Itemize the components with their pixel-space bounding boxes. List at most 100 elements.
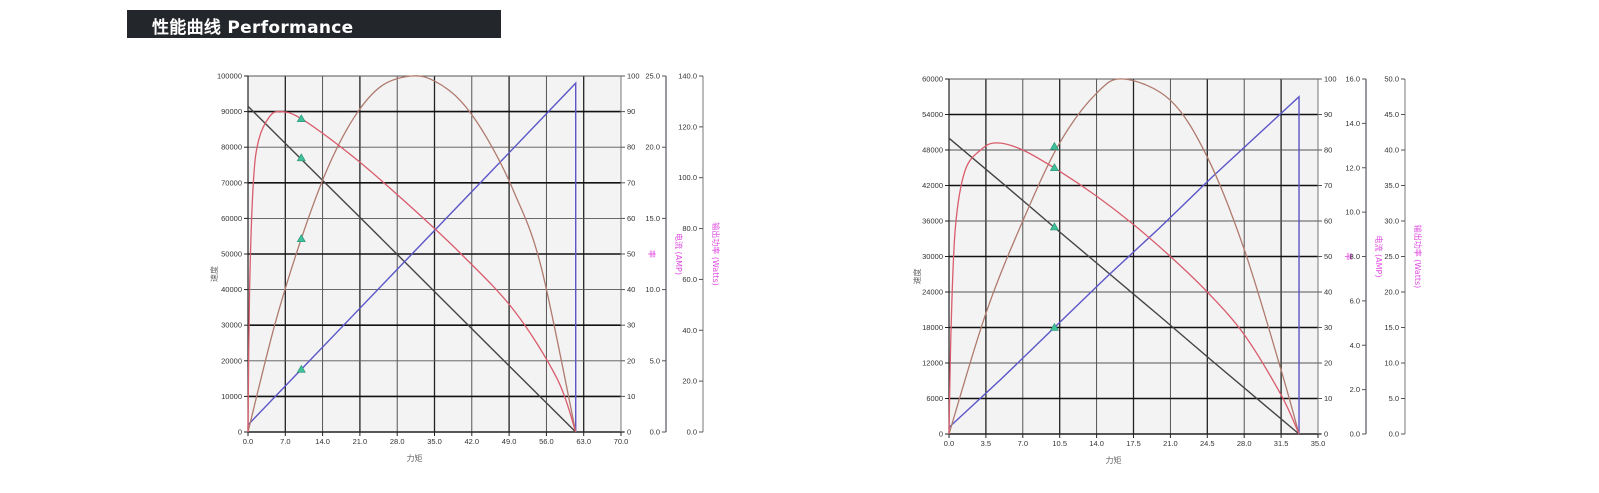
speed-curve	[948, 137, 1300, 435]
y-tick-label: 48000	[922, 146, 943, 155]
x-tick-label: 56.0	[539, 437, 554, 446]
svg-text:0: 0	[627, 428, 631, 437]
x-tick-label: 49.0	[502, 437, 517, 446]
x-tick-label: 17.5	[1126, 439, 1141, 448]
svg-text:40.0: 40.0	[682, 326, 697, 335]
svg-text:20: 20	[627, 356, 635, 365]
x-tick-label: 14.0	[315, 437, 330, 446]
y-tick-label: 36000	[922, 217, 943, 226]
current-axis: 0.0 5.0 10.0 15.0 20.0 25.0 电流 (AMP)	[645, 72, 684, 437]
svg-text:60.0: 60.0	[682, 275, 697, 284]
secondary-axis-label: 率	[1344, 253, 1354, 261]
svg-text:20.0: 20.0	[645, 143, 660, 152]
svg-text:50: 50	[1324, 252, 1332, 261]
svg-text:5.0: 5.0	[1389, 394, 1399, 403]
svg-text:70: 70	[627, 178, 635, 187]
efficiency-axis: 0 10 20 30 40 50 60 70 80 90 100 率	[1317, 75, 1354, 439]
plot-area	[247, 75, 624, 433]
svg-text:14.0: 14.0	[1345, 119, 1360, 128]
y-tick-label: 20000	[221, 356, 242, 365]
current-axis: 0.0 2.0 4.0 6.0 8.0 10.0 12.0 14.0 16.0 电流 (AMP)	[1345, 75, 1384, 439]
y-tick-label: 0	[939, 430, 943, 439]
operating-point-marker	[296, 364, 306, 373]
svg-text:140.0: 140.0	[678, 72, 697, 81]
x-tick-label: 21.0	[1163, 439, 1178, 448]
x-tick-label: 14.0	[1089, 439, 1104, 448]
svg-text:20.0: 20.0	[1384, 288, 1399, 297]
svg-text:50: 50	[627, 250, 635, 259]
svg-text:80.0: 80.0	[682, 224, 697, 233]
secondary-axis-label: 电流 (AMP)	[674, 233, 684, 275]
svg-text:25.0: 25.0	[1384, 252, 1399, 261]
svg-text:60: 60	[627, 214, 635, 223]
x-tick-label: 10.5	[1052, 439, 1067, 448]
svg-text:20.0: 20.0	[682, 377, 697, 386]
x-tick-label: 7.0	[280, 437, 290, 446]
svg-text:10: 10	[627, 392, 635, 401]
secondary-axis-label: 输出功率 (Watts)	[711, 222, 721, 286]
svg-text:15.0: 15.0	[1384, 323, 1399, 332]
svg-text:8.0: 8.0	[1350, 252, 1360, 261]
x-tick-label: 21.0	[353, 437, 368, 446]
svg-text:100.0: 100.0	[678, 173, 697, 182]
secondary-axis-label: 率	[647, 250, 657, 258]
y-tick-label: 18000	[922, 323, 943, 332]
svg-text:30.0: 30.0	[1384, 217, 1399, 226]
y-tick-label: 100000	[217, 72, 242, 81]
efficiency-axis: 0 10 20 30 40 50 60 70 80 90 100 率	[620, 72, 657, 437]
x-tick-label: 3.5	[981, 439, 991, 448]
operating-point-marker	[296, 234, 306, 243]
y-tick-label: 0	[238, 428, 242, 437]
y-axis-label: 速度	[209, 266, 219, 282]
svg-text:10.0: 10.0	[645, 285, 660, 294]
svg-text:30: 30	[1324, 323, 1332, 332]
svg-text:0.0: 0.0	[1389, 430, 1399, 439]
x-tick-label: 35.0	[427, 437, 442, 446]
svg-text:6.0: 6.0	[1350, 296, 1360, 305]
y-axis-label: 速度	[912, 269, 922, 285]
operating-point-marker	[1049, 322, 1059, 331]
svg-text:20: 20	[1324, 359, 1332, 368]
y-tick-label: 12000	[922, 359, 943, 368]
x-axis-label: 力矩	[407, 453, 423, 463]
y-tick-label: 70000	[221, 178, 242, 187]
svg-text:0: 0	[1324, 430, 1328, 439]
svg-text:40.0: 40.0	[1384, 146, 1399, 155]
y-tick-label: 90000	[221, 107, 242, 116]
performance-chart-left: 0100002000030000400005000060000700008000…	[209, 72, 721, 464]
y-tick-label: 40000	[221, 285, 242, 294]
y-tick-label: 24000	[922, 288, 943, 297]
operating-point-marker	[296, 153, 306, 162]
svg-text:40: 40	[627, 285, 635, 294]
y-tick-label: 10000	[221, 392, 242, 401]
x-tick-label: 0.0	[944, 439, 954, 448]
output-power-curve	[948, 78, 1300, 435]
svg-text:5.0: 5.0	[650, 356, 660, 365]
x-tick-label: 63.0	[576, 437, 591, 446]
y-tick-label: 42000	[922, 181, 943, 190]
y-tick-label: 30000	[922, 252, 943, 261]
secondary-axis-label: 输出功率 (Watts)	[1413, 225, 1423, 289]
svg-text:10.0: 10.0	[1384, 359, 1399, 368]
y-tick-label: 60000	[922, 75, 943, 84]
power-axis: 0.0 5.0 10.0 15.0 20.0 25.0 30.0 35.0 40.0 45.0 50…	[1384, 75, 1423, 439]
operating-point-marker	[1049, 163, 1059, 172]
svg-text:100: 100	[1324, 75, 1337, 84]
y-tick-label: 80000	[221, 143, 242, 152]
svg-text:25.0: 25.0	[645, 72, 660, 81]
plot-area	[948, 78, 1321, 435]
svg-text:60: 60	[1324, 217, 1332, 226]
svg-text:100: 100	[627, 72, 640, 81]
secondary-axis-label: 电流 (AMP)	[1374, 236, 1384, 278]
svg-text:10: 10	[1324, 394, 1332, 403]
svg-text:16.0: 16.0	[1345, 75, 1360, 84]
svg-text:12.0: 12.0	[1345, 163, 1360, 172]
section-title: 性能曲线 Performance	[152, 18, 354, 38]
svg-text:70: 70	[1324, 181, 1332, 190]
svg-text:10.0: 10.0	[1345, 208, 1360, 217]
svg-text:0.0: 0.0	[1350, 430, 1360, 439]
operating-point-marker	[296, 114, 306, 123]
y-tick-label: 30000	[221, 321, 242, 330]
svg-text:4.0: 4.0	[1350, 341, 1360, 350]
